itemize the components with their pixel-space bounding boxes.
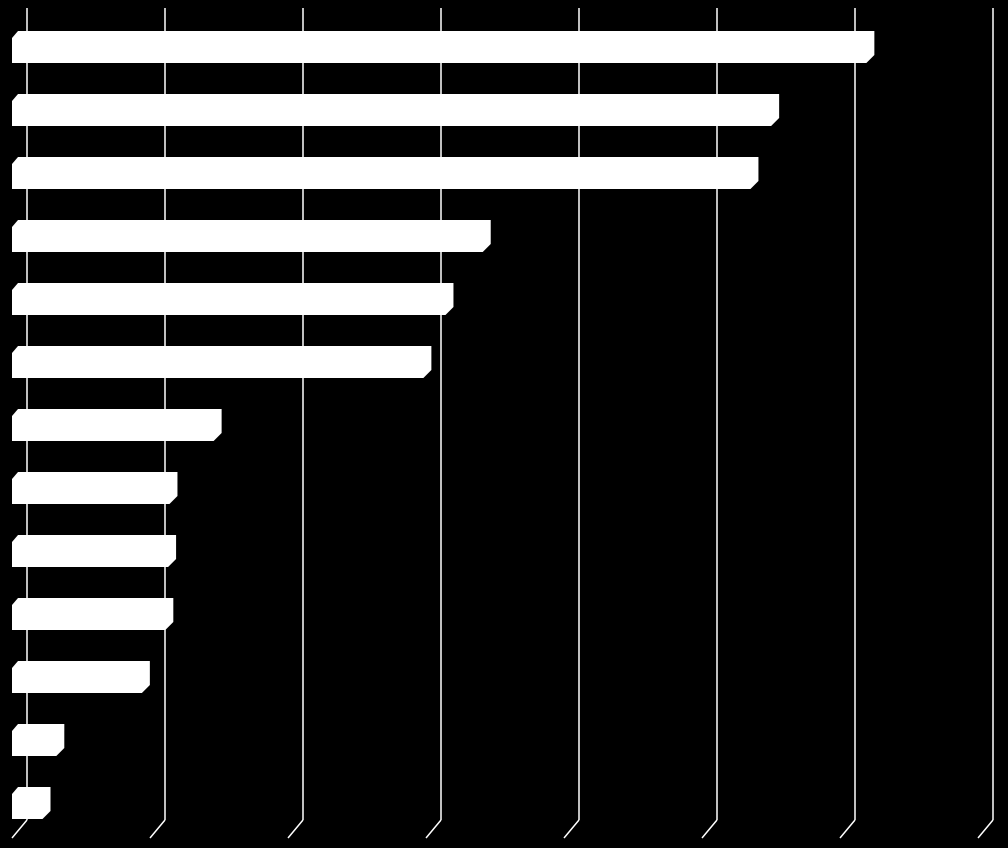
bar bbox=[12, 94, 780, 126]
floor-line bbox=[149, 819, 166, 839]
bar bbox=[12, 283, 454, 315]
bar bbox=[12, 535, 177, 567]
floor-line bbox=[701, 819, 718, 839]
bar bbox=[12, 157, 759, 189]
bar bbox=[12, 724, 65, 756]
bar bbox=[12, 346, 432, 378]
floor-line bbox=[839, 819, 856, 839]
bar bbox=[12, 598, 174, 630]
floor-line bbox=[563, 819, 580, 839]
floor-line bbox=[287, 819, 304, 839]
bar bbox=[12, 661, 150, 693]
floor-line bbox=[977, 819, 994, 839]
bar bbox=[12, 409, 222, 441]
bar bbox=[12, 787, 51, 819]
floor-line bbox=[425, 819, 442, 839]
floor-line bbox=[11, 819, 28, 839]
bar bbox=[12, 472, 178, 504]
bar bbox=[12, 31, 875, 63]
bar bbox=[12, 220, 491, 252]
